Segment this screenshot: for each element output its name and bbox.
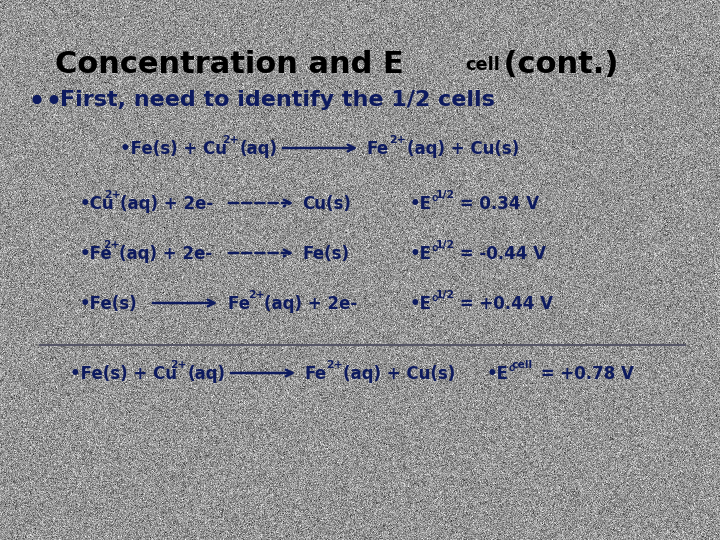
Text: 2+: 2+ [248, 290, 265, 300]
Text: •: • [28, 90, 44, 114]
Text: 1/2: 1/2 [436, 240, 455, 250]
Text: •Fe: •Fe [80, 245, 113, 263]
Text: •Fe(s): •Fe(s) [80, 295, 138, 313]
Text: 2+: 2+ [326, 360, 343, 370]
Text: •Fe(s) + Cu: •Fe(s) + Cu [120, 140, 227, 158]
Text: 2+: 2+ [103, 240, 120, 250]
Text: •Fe(s) + Cu: •Fe(s) + Cu [70, 365, 177, 383]
Text: 1/2: 1/2 [436, 290, 455, 300]
Text: = +0.44 V: = +0.44 V [454, 295, 553, 313]
Text: 2+: 2+ [104, 190, 121, 200]
Text: (aq) + Cu(s): (aq) + Cu(s) [343, 365, 455, 383]
Text: Concentration and E: Concentration and E [55, 50, 404, 79]
Text: Cu(s): Cu(s) [302, 195, 351, 213]
Text: •Cu: •Cu [80, 195, 114, 213]
Text: Fe: Fe [305, 365, 327, 383]
Text: (aq): (aq) [240, 140, 278, 158]
Text: 1/2: 1/2 [436, 190, 455, 200]
Text: Fe: Fe [228, 295, 256, 313]
Text: (aq): (aq) [188, 365, 226, 383]
Text: •E°: •E° [410, 295, 441, 313]
Text: cell: cell [511, 360, 532, 370]
Text: = 0.34 V: = 0.34 V [454, 195, 539, 213]
Text: Fe: Fe [366, 140, 388, 158]
Text: = +0.78 V: = +0.78 V [535, 365, 634, 383]
Text: •: • [45, 90, 61, 114]
Text: 2+: 2+ [170, 360, 186, 370]
Text: •E°: •E° [410, 245, 441, 263]
Text: (aq) + 2e-: (aq) + 2e- [120, 195, 213, 213]
Text: Fe(s): Fe(s) [302, 245, 349, 263]
Text: = -0.44 V: = -0.44 V [454, 245, 546, 263]
Text: 2+: 2+ [222, 135, 238, 145]
Text: (aq) + 2e-: (aq) + 2e- [264, 295, 357, 313]
Text: (cont.): (cont.) [493, 50, 618, 79]
Text: •: • [28, 90, 44, 114]
Text: 2+: 2+ [389, 135, 405, 145]
Text: •E°: •E° [487, 365, 518, 383]
Text: •E°: •E° [410, 195, 441, 213]
Text: First, need to identify the 1/2 cells: First, need to identify the 1/2 cells [60, 90, 495, 110]
Text: cell: cell [465, 56, 500, 74]
Text: (aq) + 2e-: (aq) + 2e- [119, 245, 212, 263]
Text: (aq) + Cu(s): (aq) + Cu(s) [407, 140, 519, 158]
